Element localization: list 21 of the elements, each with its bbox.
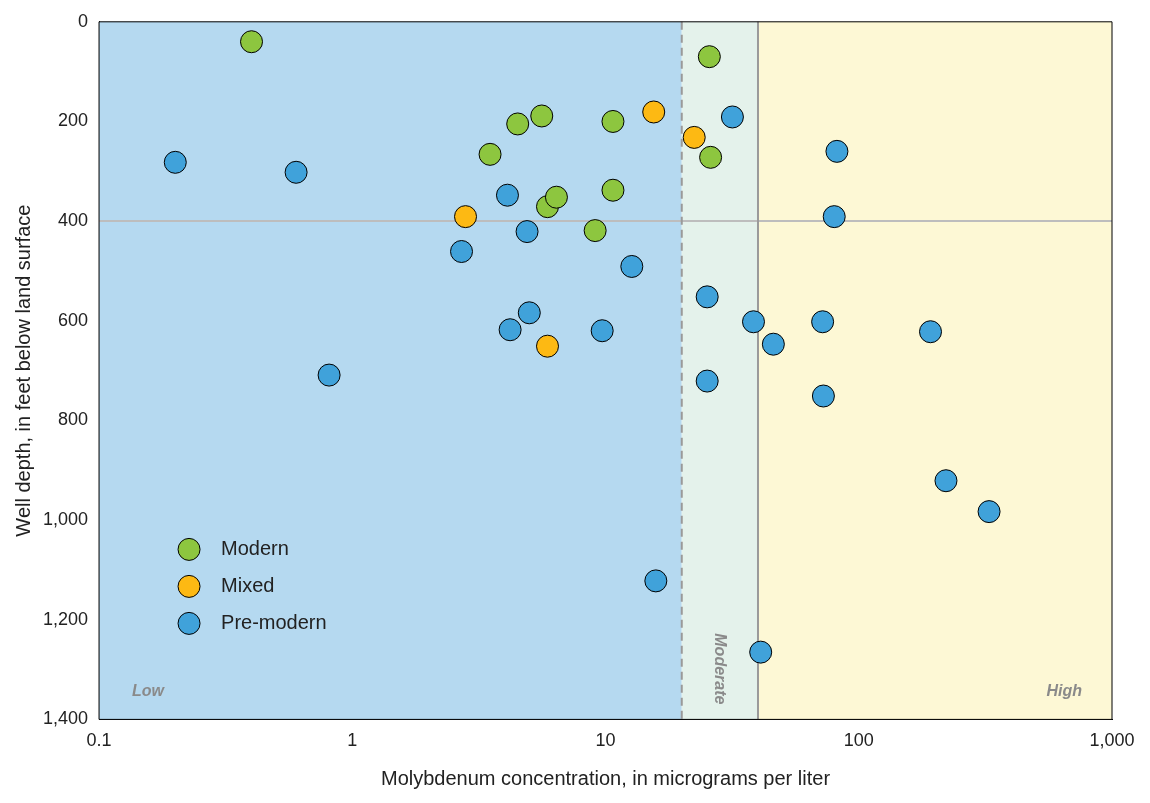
band-label: Low xyxy=(132,681,166,699)
legend-label: Mixed xyxy=(221,573,275,596)
x-tick-label: 1 xyxy=(347,730,358,751)
y-tick-label: 1,200 xyxy=(43,608,89,629)
legend-label: Modern xyxy=(221,536,289,559)
legend-label: Pre-modern xyxy=(221,610,327,633)
y-tick-label: 0 xyxy=(78,10,89,31)
x-tick-label: 100 xyxy=(843,730,874,751)
band-label: Moderate xyxy=(712,633,730,705)
x-tick-label: 1,000 xyxy=(1089,730,1135,751)
y-tick-label: 200 xyxy=(58,110,89,131)
x-axis-title: Molybdenum concentration, in micrograms per liter xyxy=(380,766,831,789)
y-tick-label: 1,000 xyxy=(43,509,89,530)
x-tick-label: 0.1 xyxy=(86,730,112,751)
y-axis-title: Well depth, in feet below land surface xyxy=(11,204,34,537)
y-tick-label: 1,400 xyxy=(43,708,89,729)
y-tick-label: 600 xyxy=(58,309,89,330)
band-label: High xyxy=(1046,681,1083,699)
y-tick-label: 800 xyxy=(58,409,89,430)
y-tick-label: 400 xyxy=(58,210,89,231)
x-tick-label: 10 xyxy=(595,730,616,751)
